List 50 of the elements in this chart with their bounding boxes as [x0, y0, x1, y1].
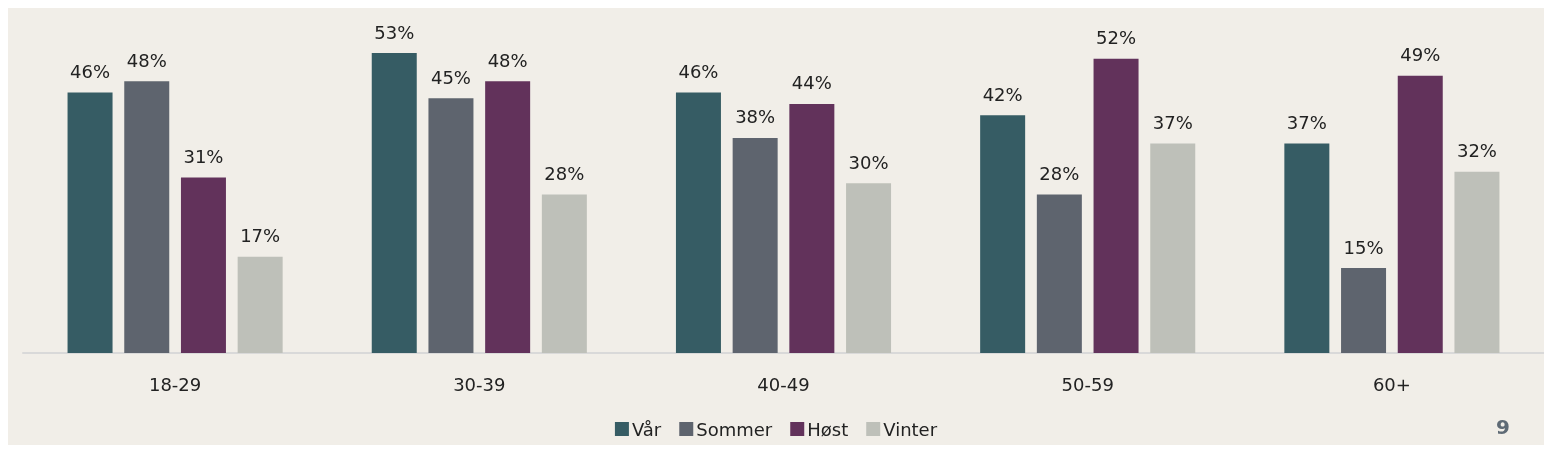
data-label: 46%	[678, 61, 719, 83]
data-label: 44%	[791, 72, 832, 94]
legend-label: Vinter	[883, 418, 938, 440]
bar	[675, 92, 721, 353]
data-label: 32%	[1456, 140, 1497, 162]
bar	[180, 177, 226, 353]
x-tick-label: 18-29	[148, 373, 202, 395]
data-label: 53%	[374, 21, 415, 43]
legend-label: Høst	[807, 418, 849, 440]
text: 9	[1496, 415, 1511, 439]
data-label: 15%	[1343, 236, 1384, 258]
x-tick-label: 40-49	[757, 373, 810, 395]
bar	[732, 137, 778, 353]
bar	[1454, 171, 1500, 353]
data-label: 28%	[1039, 163, 1080, 185]
bar	[428, 98, 474, 353]
bar	[980, 115, 1026, 353]
bar	[67, 92, 113, 353]
data-label: 37%	[1152, 112, 1193, 134]
bar	[1036, 194, 1082, 353]
bar	[789, 103, 835, 353]
bar	[237, 256, 283, 353]
legend-label: Sommer	[696, 418, 773, 440]
x-tick-label: 60+	[1372, 373, 1411, 395]
data-label: 31%	[183, 146, 224, 168]
data-label: 42%	[982, 83, 1023, 105]
bar	[371, 53, 417, 353]
data-label: 30%	[848, 151, 889, 173]
data-label: 52%	[1096, 27, 1137, 49]
data-label: 46%	[70, 61, 111, 83]
bar	[846, 183, 892, 353]
bar	[124, 81, 170, 353]
data-label: 28%	[544, 163, 585, 185]
bar	[1397, 75, 1443, 353]
data-label: 37%	[1286, 112, 1327, 134]
data-label: 38%	[735, 106, 776, 128]
data-label: 17%	[240, 225, 281, 247]
data-label: 45%	[430, 66, 471, 88]
bar	[1284, 143, 1330, 353]
bar	[1150, 143, 1196, 353]
x-tick-label: 50-59	[1061, 373, 1114, 395]
bar	[1093, 58, 1139, 353]
data-label: 49%	[1400, 44, 1441, 66]
bar	[485, 81, 531, 353]
data-label: 48%	[487, 49, 528, 71]
legend-label: Vår	[631, 418, 662, 440]
data-label: 48%	[126, 49, 167, 71]
x-tick-label: 30-39	[453, 373, 506, 395]
bar	[1341, 268, 1387, 353]
bar	[541, 194, 587, 353]
